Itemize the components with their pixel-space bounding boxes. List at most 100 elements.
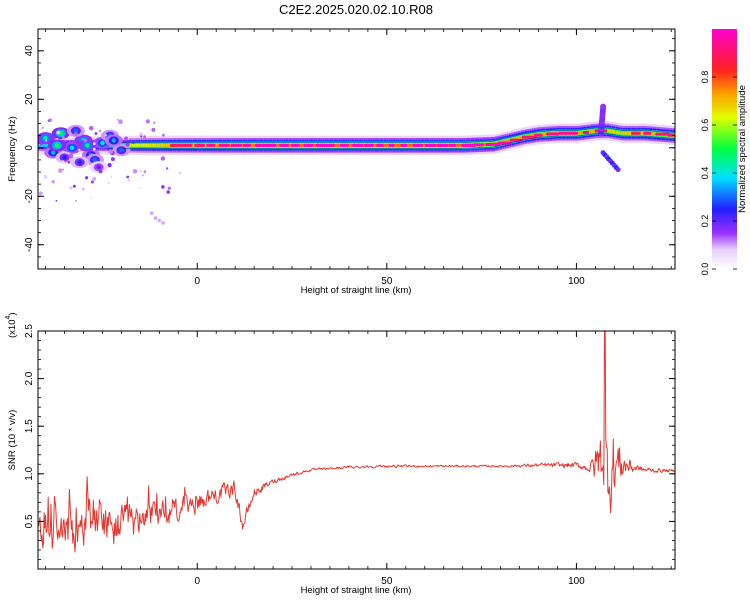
heatmap-ridge-segment xyxy=(509,138,524,142)
heatmap-speckle xyxy=(139,186,142,189)
heatmap-band-cell xyxy=(577,131,580,135)
heatmap-speckle xyxy=(116,118,119,121)
heatmap-ridge-segment xyxy=(412,143,423,147)
heatmap-speckle xyxy=(165,167,169,170)
y-tick-label: 2.5 xyxy=(24,324,35,338)
heatmap-ridge-segment xyxy=(376,143,384,147)
heatmap-speckle xyxy=(56,137,59,141)
heatmap-spike xyxy=(600,103,607,110)
heatmap-band-cell xyxy=(609,129,612,133)
heatmap-cluster-core xyxy=(54,143,60,148)
heatmap-ridge-segment xyxy=(582,131,590,134)
heatmap-band-cell xyxy=(135,143,139,147)
heatmap-cluster-core xyxy=(111,138,117,143)
heatmap-band-cell xyxy=(288,143,291,147)
heatmap-speckle xyxy=(73,132,78,137)
heatmap-band-cell xyxy=(629,131,633,135)
heatmap-band-cell xyxy=(483,143,487,146)
heatmap-speckle xyxy=(141,174,144,177)
colorbar-label: Normalized spectral amplitude xyxy=(737,85,748,213)
x-tick-label: 50 xyxy=(381,576,393,587)
heatmap-cluster-core xyxy=(62,155,67,160)
heatmap-band-cell xyxy=(131,143,134,147)
heatmap-speckle xyxy=(58,168,63,173)
colorbar-gradient xyxy=(712,29,737,269)
heatmap-speckle xyxy=(167,186,171,190)
heatmap-ridge-segment xyxy=(291,143,300,147)
heatmap-speckle xyxy=(153,216,158,220)
heatmap-band-cell xyxy=(590,129,594,133)
heatmap-speckle xyxy=(110,175,113,178)
heatmap-band-cell xyxy=(506,139,510,143)
y-tick-label: 1.0 xyxy=(24,466,35,480)
heatmap-band-cell xyxy=(408,143,412,147)
snr-plot-area xyxy=(38,331,675,569)
heatmap-band-cell xyxy=(163,143,166,147)
heatmap-cluster-core xyxy=(43,135,48,141)
heatmap-speckle xyxy=(118,119,123,125)
heatmap-band-cell xyxy=(154,143,157,147)
heatmap-band-cell xyxy=(338,143,341,147)
heatmap-band-cell xyxy=(613,130,617,134)
heatmap-band-cell xyxy=(543,132,546,136)
heatmap-speckle xyxy=(92,177,97,181)
heatmap-speckle xyxy=(40,142,43,146)
heatmap-speckle xyxy=(153,121,156,124)
heatmap-speckle xyxy=(104,134,108,137)
heatmap-band-cell xyxy=(386,143,389,147)
heatmap-spike-tail xyxy=(615,167,621,173)
heatmap-speckle xyxy=(124,136,128,141)
heatmap-speckle xyxy=(67,160,71,164)
heatmap-band-cell xyxy=(518,136,521,140)
heatmap-speckle xyxy=(107,163,112,168)
heatmap-speckle xyxy=(162,133,165,137)
svg-text:(x104): (x104) xyxy=(5,312,18,338)
heatmap-band-cell xyxy=(129,143,132,147)
heatmap-speckle xyxy=(151,127,156,132)
heatmap-band-cell xyxy=(593,129,596,133)
heatmap-band-cell xyxy=(165,143,168,147)
heatmap-band-cell xyxy=(652,132,655,136)
heatmap-speckle xyxy=(41,126,44,129)
heatmap-ridge-segment xyxy=(400,143,408,147)
x-tick-label: 100 xyxy=(568,576,585,587)
spectrogram-panel: 0 50 100 -40 -20 0 20 40 Height of straight li… xyxy=(7,28,676,296)
colorbar-ticks: 0.0 0.2 0.4 0.6 0.8 xyxy=(700,71,737,275)
heatmap-band-cell xyxy=(140,143,143,147)
heatmap-band-cell xyxy=(313,143,316,147)
heatmap-band-cell xyxy=(372,143,376,147)
heatmap-ridge-segment xyxy=(303,143,314,147)
heatmap-band-cell xyxy=(395,143,398,147)
heatmap-band-cell xyxy=(622,131,626,135)
heatmap-band-cell xyxy=(504,139,507,143)
heatmap-band-cell xyxy=(640,131,644,135)
heatmap-speckle xyxy=(139,132,143,137)
heatmap-ridge-segment xyxy=(339,143,349,147)
heatmap-speckle xyxy=(108,149,114,155)
heatmap-band-cell xyxy=(336,143,339,147)
snr-x-label: Height of straight line (km) xyxy=(301,585,412,596)
spectrogram-y-label: Frequency (Hz) xyxy=(7,116,18,181)
heatmap-speckle xyxy=(125,142,130,147)
heatmap-cluster-core xyxy=(77,160,82,165)
heatmap-cluster-core xyxy=(51,150,56,155)
heatmap-band-cell xyxy=(579,131,583,135)
heatmap-speckle xyxy=(85,176,89,180)
heatmap-speckle xyxy=(81,187,85,191)
colorbar: 0.0 0.2 0.4 0.6 0.8 Normalized spectral ampl… xyxy=(700,29,748,275)
heatmap-band-cell xyxy=(149,143,153,147)
x-tick-label: 0 xyxy=(194,276,200,287)
colorbar-tick-label: 0.6 xyxy=(700,119,710,132)
heatmap-band-cell xyxy=(411,143,414,147)
heatmap-cluster-core xyxy=(69,145,75,150)
heatmap-band-cell xyxy=(397,143,401,147)
heatmap-speckle xyxy=(161,185,165,189)
heatmap-ridge-segment xyxy=(449,143,457,147)
heatmap-speckle xyxy=(68,153,74,159)
heatmap-band-edge xyxy=(121,133,675,149)
heatmap-band-cell xyxy=(299,143,303,147)
heatmap-speckle xyxy=(90,196,92,199)
heatmap-ridge-segment xyxy=(631,131,641,135)
heatmap-cluster-core xyxy=(100,140,105,146)
